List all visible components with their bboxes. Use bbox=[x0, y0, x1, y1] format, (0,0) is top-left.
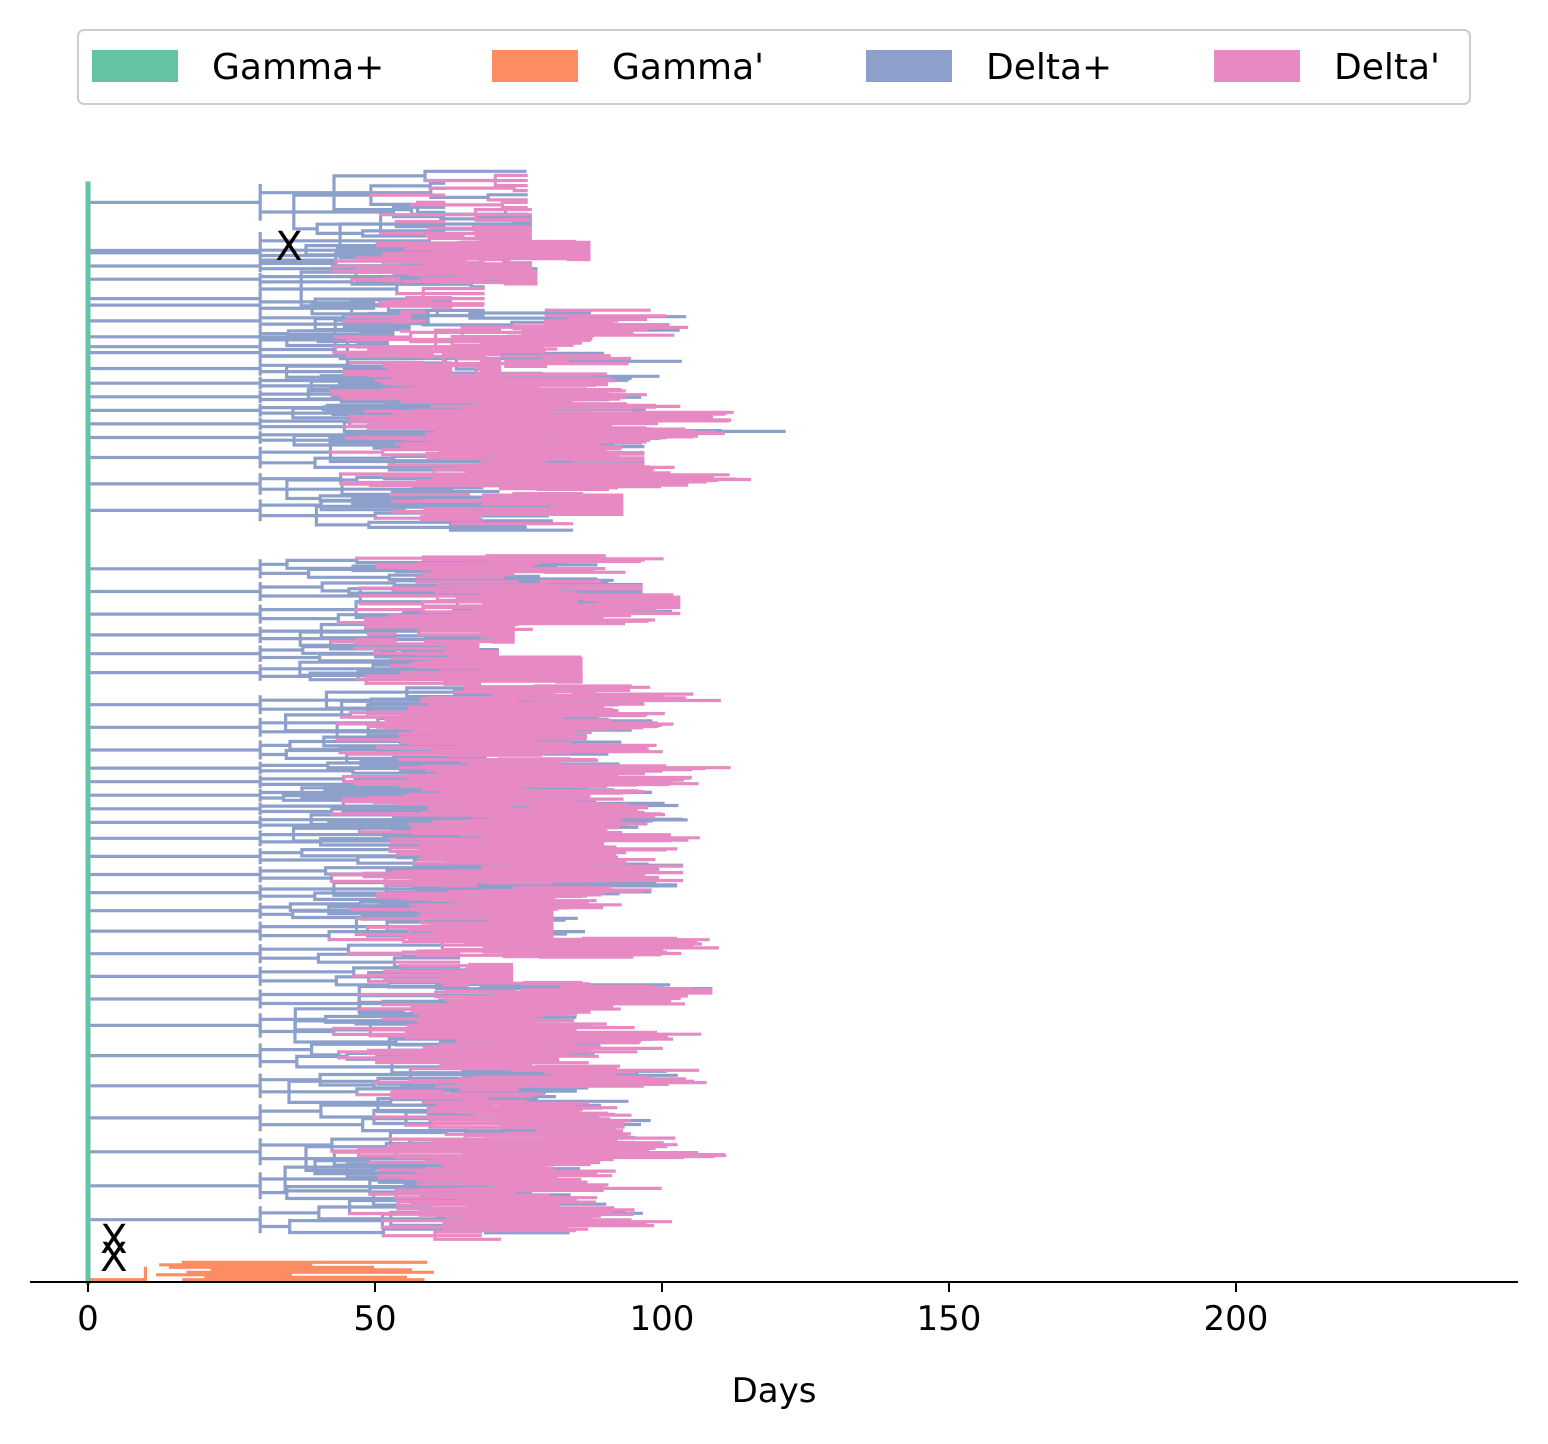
legend-swatch-0 bbox=[92, 50, 178, 82]
legend-label-0: Gamma+ bbox=[212, 47, 384, 88]
legend-swatch-3 bbox=[1214, 50, 1300, 82]
legend-swatch-1 bbox=[492, 50, 578, 82]
tree-branches bbox=[85, 169, 786, 1285]
x-tick-label-150: 150 bbox=[917, 1299, 982, 1339]
death-marker-1: X bbox=[100, 1217, 127, 1263]
legend-label-2: Delta+ bbox=[986, 47, 1112, 88]
death-marker-2: X bbox=[100, 1235, 127, 1281]
legend-swatch-2 bbox=[866, 50, 952, 82]
legend-frame bbox=[77, 29, 1471, 105]
branch-deltaprime-1 bbox=[327, 173, 752, 1241]
x-tick-label-100: 100 bbox=[630, 1299, 695, 1339]
x-ticks: 0 50 100 150 200 bbox=[77, 1282, 1268, 1339]
x-tick-label-200: 200 bbox=[1204, 1299, 1269, 1339]
x-axis-label: Days bbox=[732, 1371, 817, 1411]
legend-label-3: Delta' bbox=[1334, 47, 1440, 88]
death-markers: XXX bbox=[100, 224, 302, 1281]
x-axis: 0 50 100 150 200 Days bbox=[30, 1281, 1518, 1411]
x-tick-label-0: 0 bbox=[77, 1299, 99, 1339]
legend-label-1: Gamma' bbox=[612, 47, 764, 88]
x-tick-label-50: 50 bbox=[353, 1299, 396, 1339]
legend: Gamma+ Gamma' Delta+ Delta' bbox=[77, 29, 1471, 105]
legend-items: Gamma+ Gamma' Delta+ Delta' bbox=[92, 47, 1440, 88]
death-marker-0: X bbox=[275, 224, 302, 270]
branch-gammaprime-2 bbox=[86, 1260, 434, 1282]
